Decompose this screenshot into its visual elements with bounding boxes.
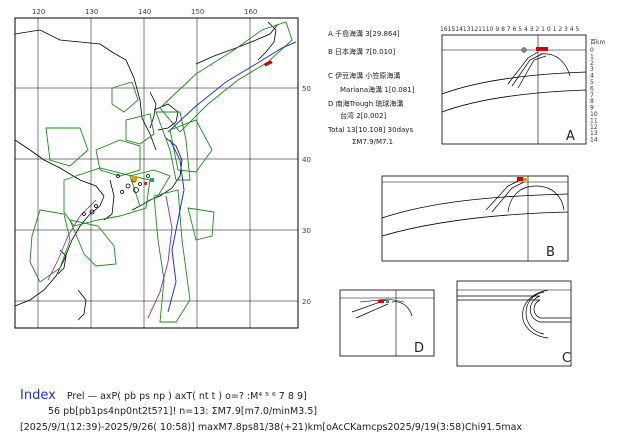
lon-tick: 150 [191, 8, 204, 16]
lon-tick-labels: 120 130 140 150 160 [32, 8, 257, 16]
panel-a-unit: 百km [590, 39, 605, 46]
lon-tick: 120 [32, 8, 45, 16]
panel-a-label: A [566, 129, 575, 144]
panel-a-depth-tick: 14 [590, 137, 598, 144]
legend-d-sub: 台湾 2[0.002] [340, 112, 387, 120]
panel-a-depth-tick: 12 [590, 124, 598, 131]
panel-c: C [456, 280, 572, 367]
index-label: Index [20, 388, 56, 403]
panel-a-depth-tick: 5 [590, 79, 594, 86]
map-graticule [15, 18, 298, 328]
panel-a-depth-tick: 11 [590, 117, 598, 124]
footer-line-1: Index Prel — axP( pb ps np ) axT( nt t )… [20, 388, 307, 403]
legend-sum: ΣM7.9/M7.1 [352, 138, 394, 146]
panel-b: B [381, 175, 569, 262]
lon-tick: 160 [244, 8, 257, 16]
panel-a-depth-tick: 4 [590, 73, 594, 80]
panel-a-depth-tick: 7 [590, 92, 594, 99]
panel-a-depth-tick: 6 [590, 85, 594, 92]
lon-tick: 140 [138, 8, 151, 16]
panel-d: D [339, 289, 435, 357]
panel-b-label: B [546, 245, 555, 260]
subduction-zones [29, 21, 293, 323]
panel-a-depth-tick: 1 [590, 53, 594, 60]
lat-tick-labels: 50 40 30 20 [302, 85, 311, 306]
panel-a-top-ticks: 16151413121110 9 8 7 6 5 4 3 2 1 0 1 2 3… [440, 26, 579, 33]
legend-c: C 伊豆海溝 小笠原海溝 [328, 72, 401, 80]
trench-line-b [167, 139, 185, 313]
epicenter-highlights [132, 60, 273, 185]
panel-d-label: D [414, 341, 424, 356]
trench-line-c [147, 195, 173, 319]
panel-a-depth-tick: 10 [590, 111, 598, 118]
lat-tick: 20 [302, 298, 311, 306]
lat-tick: 40 [302, 156, 311, 164]
mechanism-legend: Prel — axP( pb ps np ) axT( nt t ) o=? :… [66, 391, 307, 402]
lat-tick: 50 [302, 85, 311, 93]
footer-line-3: [2025/9/1(12:39)-2025/9/26( 10:58)] maxM… [20, 422, 523, 433]
legend-total: Total 13[10.108] 30days [328, 126, 414, 134]
legend-d: D 南海Trough 琉球海溝 [328, 100, 404, 108]
panel-a-depth-tick: 3 [590, 66, 594, 73]
legend-b: B 日本海溝 7[0.010] [328, 48, 396, 56]
panel-a: 16151413121110 9 8 7 6 5 4 3 2 1 0 1 2 3… [440, 26, 605, 145]
panel-a-depth-tick: 8 [590, 98, 594, 105]
legend-c-sub: Mariana海溝 1[0.081] [340, 86, 415, 94]
footer-line-2: 56 pb[pb1ps4np0nt2t5?1]! n=13: ΣM7.9[m7.… [48, 406, 318, 417]
panel-a-depth-tick: 2 [590, 60, 594, 67]
legend-a: A 千島海溝 3[29.864] [328, 30, 400, 38]
lon-tick: 130 [85, 8, 98, 16]
map-frame [14, 17, 299, 329]
trench-line-a [167, 41, 297, 133]
panel-a-depth-tick: 0 [590, 47, 594, 54]
lat-tick: 30 [302, 227, 311, 235]
panel-a-depth-tick: 13 [590, 130, 598, 137]
panel-c-label: C [562, 351, 571, 366]
trench-line-d [47, 199, 97, 281]
panel-a-depth-tick: 9 [590, 105, 594, 112]
